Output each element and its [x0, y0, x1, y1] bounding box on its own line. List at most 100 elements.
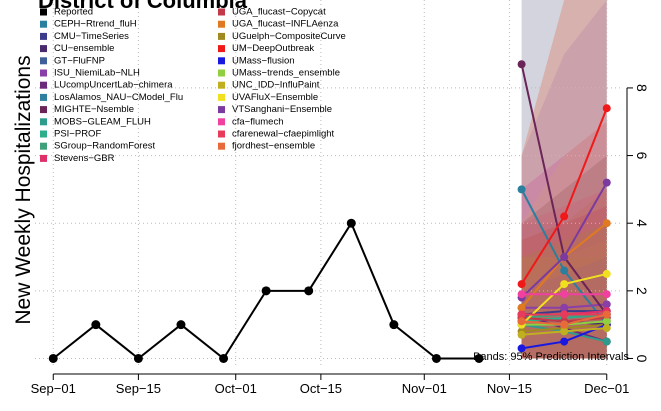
prediction-band: [521, 121, 607, 359]
point: [560, 320, 569, 329]
point: [304, 286, 314, 296]
legend-label: Stevens−GBR: [54, 153, 115, 164]
legend-label: ISU_NiemiLab−NLH: [54, 68, 140, 79]
x-tick-label: Sep−01: [31, 381, 76, 396]
point: [474, 353, 484, 363]
legend-swatch: [40, 130, 47, 138]
legend-label: cfa−flumech: [232, 116, 284, 127]
legend-label: GT−FluFNP: [54, 55, 105, 66]
legend-label: UM−DeepOutbreak: [232, 43, 314, 54]
point: [517, 330, 526, 339]
legend-swatch: [40, 57, 47, 65]
legend-label: UGA_flucast−INFLAenza: [232, 19, 339, 30]
point: [389, 320, 399, 330]
point: [602, 290, 611, 299]
legend-label: LUcompUncertLab−chimera: [54, 80, 173, 91]
point: [602, 178, 611, 187]
prediction-band: [521, 0, 607, 359]
point: [560, 290, 569, 299]
point: [560, 337, 569, 346]
legend-swatch: [40, 93, 47, 101]
point: [517, 310, 526, 319]
legend-swatch: [218, 69, 225, 77]
legend-label: CEPH−Rtrend_fluH: [54, 19, 137, 30]
point: [602, 300, 611, 309]
point: [517, 60, 526, 69]
x-tick-label: Oct−15: [300, 381, 342, 396]
point: [560, 303, 569, 312]
point: [431, 353, 441, 363]
prediction-band: [521, 0, 607, 359]
x-tick-label: Oct−01: [215, 381, 257, 396]
legend-swatch: [218, 93, 225, 101]
x-tick-label: Nov−15: [487, 381, 532, 396]
point: [560, 212, 569, 221]
point: [560, 310, 569, 319]
legend-label: fjordhest−ensemble: [232, 141, 315, 152]
legend-swatch: [218, 106, 225, 114]
legend-swatch: [40, 106, 47, 114]
legend-swatch: [218, 142, 225, 150]
point: [517, 344, 526, 353]
legend-label: VTSanghani−Ensemble: [232, 104, 332, 115]
point: [346, 218, 356, 228]
legend-swatch: [40, 81, 47, 89]
legend-label: Reported: [54, 7, 93, 18]
prediction-band: [521, 0, 607, 359]
point: [133, 353, 143, 363]
legend-swatch: [40, 20, 47, 28]
x-tick-label: Sep−15: [116, 381, 161, 396]
legend-swatch: [40, 118, 47, 126]
plot: 0 2 4 6 8 Sep−01 Sep−15 Oct−01 Oct−15 Nov−01 Nov−1…: [31, 0, 650, 396]
point: [91, 320, 101, 330]
point: [517, 303, 526, 312]
point: [602, 269, 611, 278]
point: [517, 280, 526, 289]
legend-swatch: [218, 45, 225, 53]
point: [48, 353, 58, 363]
legend-swatch: [218, 118, 225, 126]
legend-label: UVAFluX−Ensemble: [232, 92, 318, 103]
legend-swatch: [40, 142, 47, 150]
legend-swatch: [218, 81, 225, 89]
legend-label: UMass−flusion: [232, 55, 295, 66]
point: [602, 219, 611, 228]
prediction-band: [521, 121, 607, 359]
legend-label: UMass−trends_ensemble: [232, 68, 340, 79]
legend-swatch: [40, 154, 47, 162]
prediction-band: [521, 121, 607, 359]
x-tick-label: Dec−01: [584, 381, 629, 396]
legend-label: CU−ensemble: [54, 43, 114, 54]
legend-swatch: [40, 8, 47, 16]
point: [602, 324, 611, 333]
legend-label: UNC_IDD−InfluPaint: [232, 80, 320, 91]
prediction-band: [521, 0, 607, 359]
legend: ReportedCEPH−Rtrend_fluHCMU−TimeSeriesCU…: [40, 7, 346, 164]
point: [219, 353, 229, 363]
legend-swatch: [40, 69, 47, 77]
legend-label: PSI−PROF: [54, 129, 101, 140]
legend-swatch: [218, 57, 225, 65]
point: [560, 280, 569, 289]
point: [602, 310, 611, 319]
point: [560, 327, 569, 336]
legend-swatch: [218, 32, 225, 40]
y-axis-label: New Weekly Hospitalizations: [12, 55, 35, 324]
point: [517, 290, 526, 299]
y-tick-label: 6: [634, 152, 650, 160]
y-tick-label: 0: [634, 355, 650, 363]
point: [560, 266, 569, 275]
y-tick-label: 4: [634, 219, 650, 227]
point: [602, 337, 611, 346]
x-tick-label: Nov−01: [402, 381, 447, 396]
prediction-band: [521, 0, 607, 359]
point: [176, 320, 186, 330]
point: [517, 185, 526, 194]
point: [602, 317, 611, 326]
legend-label: UGA_flucast−Copycat: [232, 7, 326, 18]
legend-label: UGuelph−CompositeCurve: [232, 31, 346, 42]
legend-label: cfarenewal−cfaepimlight: [232, 129, 335, 140]
legend-label: MOBS−GLEAM_FLUH: [54, 116, 151, 127]
legend-swatch: [40, 45, 47, 53]
